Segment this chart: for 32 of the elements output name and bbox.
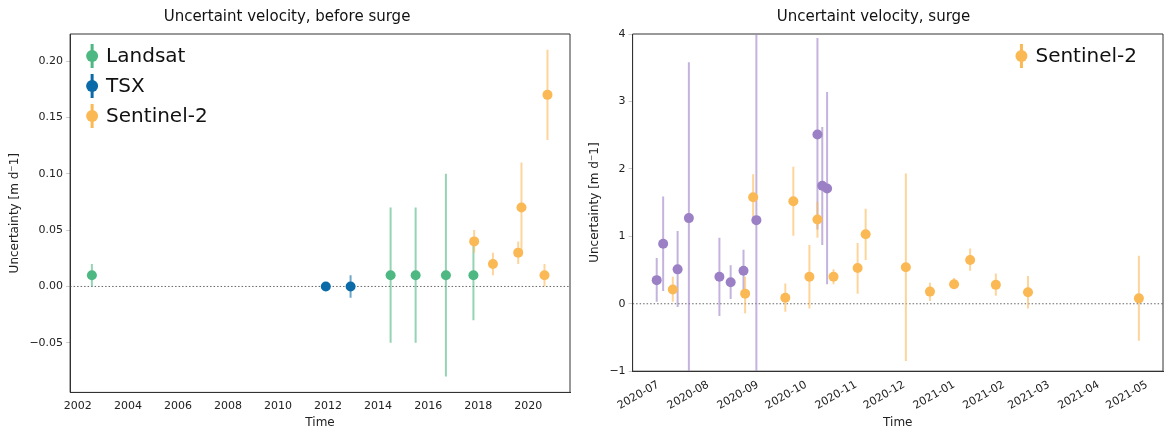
- y-tick-label: 0.05: [38, 222, 64, 236]
- legend-label: Sentinel-2: [106, 103, 208, 128]
- x-tick-label: 2020: [514, 398, 543, 412]
- y-axis-title: Uncertainty [m d⁻1]: [7, 153, 22, 274]
- y-tick-label: 3: [618, 94, 626, 108]
- y-tick-label: 1: [618, 229, 626, 243]
- y-tick-label: 4: [618, 26, 626, 40]
- y-tick-label: −1: [609, 364, 626, 378]
- y-tick-label: 0.00: [38, 279, 64, 293]
- y-tick-label: 2: [618, 161, 626, 175]
- x-tick-label: 2012: [314, 398, 343, 412]
- chart-title: Uncertaint velocity, before surge: [163, 6, 411, 25]
- y-tick-label: 0: [618, 296, 626, 310]
- y-tick-label: −0.05: [29, 335, 64, 349]
- x-axis-title: Time: [882, 414, 913, 429]
- legend-label: Landsat: [106, 43, 186, 68]
- x-tick-label: 2010: [264, 398, 293, 412]
- x-tick-label: 2016: [414, 398, 443, 412]
- y-tick-label: 0.15: [38, 110, 64, 124]
- y-tick-label: 0.10: [38, 166, 64, 180]
- y-axis-title: Uncertainty [m d⁻1]: [587, 142, 602, 263]
- x-tick-label: 2002: [63, 398, 92, 412]
- legend-label: TSX: [105, 73, 146, 98]
- x-axis-title: Time: [304, 414, 335, 429]
- chart-title: Uncertaint velocity, surge: [776, 6, 971, 25]
- y-tick-label: 0.20: [38, 53, 64, 67]
- x-tick-label: 2008: [213, 398, 242, 412]
- x-tick-label: 2018: [464, 398, 493, 412]
- legend-label: Sentinel-2: [1035, 43, 1138, 68]
- x-tick-label: 2004: [113, 398, 142, 412]
- x-tick-label: 2006: [163, 398, 192, 412]
- x-tick-label: 2014: [364, 398, 393, 412]
